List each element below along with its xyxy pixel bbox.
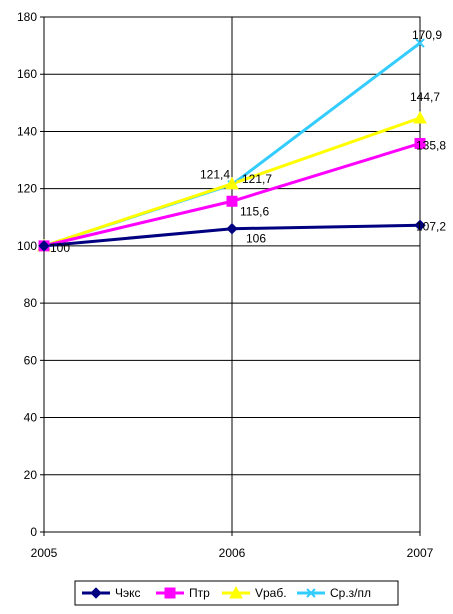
- legend-label: Чэкс: [115, 586, 141, 600]
- series-1-marker: [414, 137, 426, 149]
- legend-entry-3: Ср.з/пл: [297, 586, 371, 600]
- data-label: 170,9: [412, 28, 442, 42]
- series-2-marker: [413, 110, 427, 124]
- axes: [40, 16, 421, 536]
- data-label: 121,4: [200, 168, 230, 182]
- y-tick-labels: 0 20 40 60 80 100 120 140 160 180: [17, 10, 37, 539]
- y-tick-label: 180: [17, 10, 37, 24]
- series-markers: [37, 38, 427, 252]
- legend-box: [74, 580, 399, 606]
- gridlines: [43, 16, 421, 533]
- y-tick-label: 120: [17, 182, 37, 196]
- y-tick-label: 140: [17, 124, 37, 138]
- legend-marker: [164, 587, 176, 599]
- legend-entry-2: Vраб.: [222, 585, 287, 600]
- series-0-marker: [38, 240, 50, 252]
- legend: Чэкс Птр Vраб. Ср.з/пл: [74, 580, 399, 606]
- y-tick-label: 100: [17, 239, 37, 253]
- y-tick-label: 20: [24, 468, 38, 482]
- y-tick-label: 0: [30, 525, 37, 539]
- x-tick-label: 2006: [219, 546, 246, 560]
- data-label: 106: [246, 232, 266, 246]
- legend-entry-0: Чэкс: [82, 586, 141, 600]
- data-label: 121,7: [242, 172, 272, 186]
- data-label: 135,8: [416, 138, 446, 152]
- legend-marker: [229, 585, 243, 599]
- data-label: 107,2: [416, 219, 446, 233]
- series-2-marker: [225, 176, 239, 190]
- legend-marker: [306, 588, 316, 598]
- y-tick-label: 80: [24, 296, 38, 310]
- data-label: 100: [50, 241, 70, 255]
- series-3-marker: [415, 38, 425, 48]
- y-tick-label: 40: [24, 411, 38, 425]
- series-0-marker: [226, 223, 238, 235]
- data-label: 115,6: [240, 204, 269, 218]
- y-tick-label: 160: [17, 67, 37, 81]
- x-marker-stroke: [415, 38, 425, 48]
- legend-label: Ср.з/пл: [330, 586, 371, 600]
- x-tick-label: 2005: [31, 546, 58, 560]
- x-marker-stroke: [306, 588, 316, 598]
- data-labels: 100 106 107,2 115,6 135,8 121,7 144,7 121,4 170,…: [50, 28, 446, 255]
- legend-marker: [90, 587, 102, 599]
- plot-area-border: [43, 16, 421, 533]
- x-tick-labels: 2005 2006 2007: [31, 546, 434, 560]
- series-1-marker: [226, 195, 238, 207]
- y-tick-label: 60: [24, 353, 38, 367]
- series-0-marker: [414, 219, 426, 231]
- legend-entry-1: Птр: [156, 586, 210, 600]
- legend-label: Птр: [189, 586, 210, 600]
- x-tick-label: 2007: [407, 546, 434, 560]
- data-label: 144,7: [410, 90, 440, 104]
- legend-label: Vраб.: [255, 586, 287, 600]
